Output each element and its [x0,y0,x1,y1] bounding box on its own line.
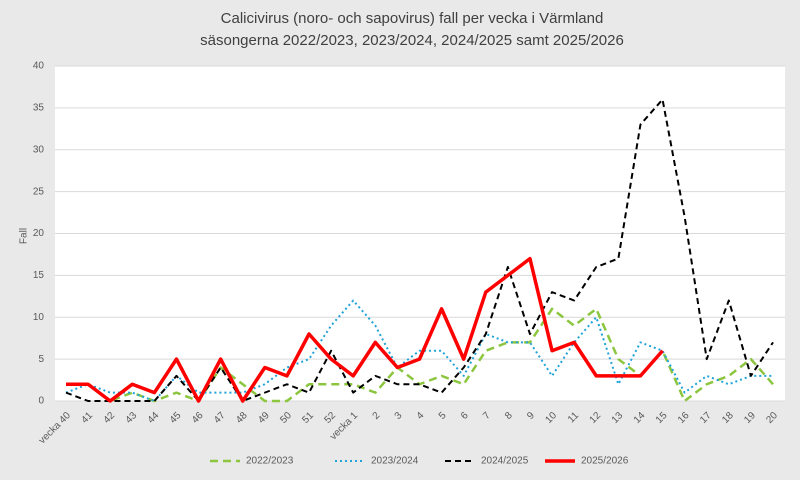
y-tick-label: 30 [33,144,45,155]
x-tick-label: 7 [481,410,493,422]
x-tick-label: 18 [720,410,736,426]
x-tick-label: 12 [588,410,604,426]
chart-subtitle: säsongerna 2022/2023, 2023/2024, 2024/20… [200,32,624,49]
y-axis-label: Fall [19,228,30,244]
chart-title: Calicivirus (noro- och sapovirus) fall p… [221,10,604,27]
x-tick-label: 5 [437,410,449,422]
x-tick-label: 3 [393,410,405,422]
series-line [65,98,774,402]
x-tick-label: 6 [459,410,471,422]
x-tick-label: 50 [278,410,294,426]
y-tick-label: 10 [33,312,45,323]
series-line [65,299,773,402]
x-tick-label: 43 [124,410,140,426]
legend-label: 2024/2025 [481,456,529,467]
series-line [66,307,774,403]
x-tick-label: 52 [322,410,338,426]
x-tick-label: vecka 40 [37,410,73,446]
x-tick-label: 14 [632,410,648,426]
y-tick-label: 20 [33,228,45,239]
x-tick-label: 47 [212,410,228,426]
y-tick-label: 35 [33,103,45,114]
x-tick-label: 19 [742,410,758,426]
x-tick-label: 11 [566,410,581,425]
x-tick-label: 8 [503,410,515,422]
x-tick-label: 49 [256,410,272,426]
x-tick-label: 20 [764,410,780,426]
x-tick-label: 45 [168,410,184,426]
x-tick-label: 48 [234,410,250,426]
x-tick-label: 41 [79,410,95,426]
x-tick-label: 13 [610,410,626,426]
x-tick-label: 42 [102,410,118,426]
x-tick-label: 16 [676,410,692,426]
y-tick-label: 25 [33,186,45,197]
legend-label: 2025/2026 [581,456,629,467]
x-tick-label: 17 [698,410,714,426]
y-tick-label: 40 [33,61,45,72]
x-tick-label: 10 [543,410,559,426]
y-tick-label: 15 [33,270,45,281]
x-tick-label: 9 [525,410,537,422]
x-tick-label: 4 [415,410,427,422]
series-line [66,256,664,403]
x-tick-label: 51 [300,410,316,426]
x-tick-label: 2 [371,410,383,422]
x-tick-label: 46 [190,410,206,426]
x-tick-label: 15 [654,410,670,426]
y-tick-label: 5 [38,354,44,365]
legend-label: 2023/2024 [371,456,419,467]
x-tick-label: 44 [146,410,162,426]
y-tick-label: 0 [38,396,44,407]
legend-label: 2022/2023 [246,456,294,467]
